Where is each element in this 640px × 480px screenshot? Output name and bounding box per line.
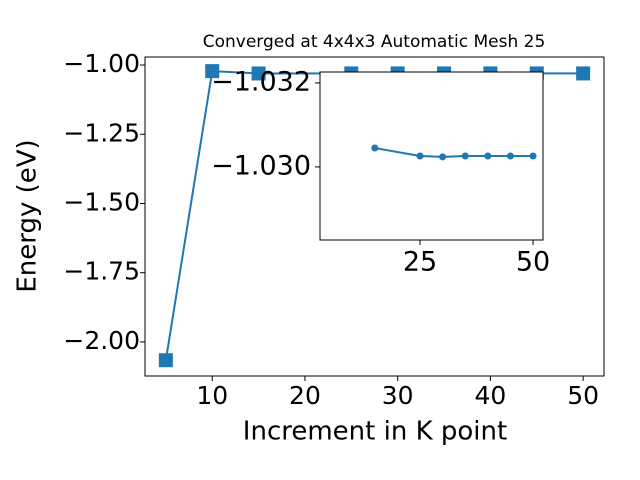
marker [576,66,591,81]
marker [484,152,492,160]
marker [205,64,220,79]
y-tick-label: −1.032 [211,66,311,97]
chart-title: Converged at 4x4x3 Automatic Mesh 25 [203,32,546,52]
x-tick-label: 50 [567,381,599,410]
marker [506,152,514,160]
y-tick-label: −1.00 [63,49,140,78]
marker [371,144,379,152]
x-tick-label: 20 [289,381,321,410]
x-tick-label: 40 [475,381,507,410]
marker [416,152,424,160]
y-tick-label: −2.00 [63,326,140,355]
y-tick-label: −1.25 [63,118,140,147]
x-tick-label: 50 [516,247,550,278]
marker [529,152,537,160]
marker [251,66,266,81]
y-axis-label: Energy (eV) [13,139,43,292]
y-tick-label: −1.50 [63,187,140,216]
y-tick-label: −1.030 [211,150,311,181]
x-axis-label: Increment in K point [243,417,507,447]
x-tick-label: 25 [403,247,437,278]
y-tick-label: −1.75 [63,257,140,286]
marker [158,353,173,368]
marker [439,153,447,161]
x-tick-label: 10 [196,381,228,410]
x-tick-label: 30 [382,381,414,410]
series-group [371,144,537,161]
marker [461,152,469,160]
